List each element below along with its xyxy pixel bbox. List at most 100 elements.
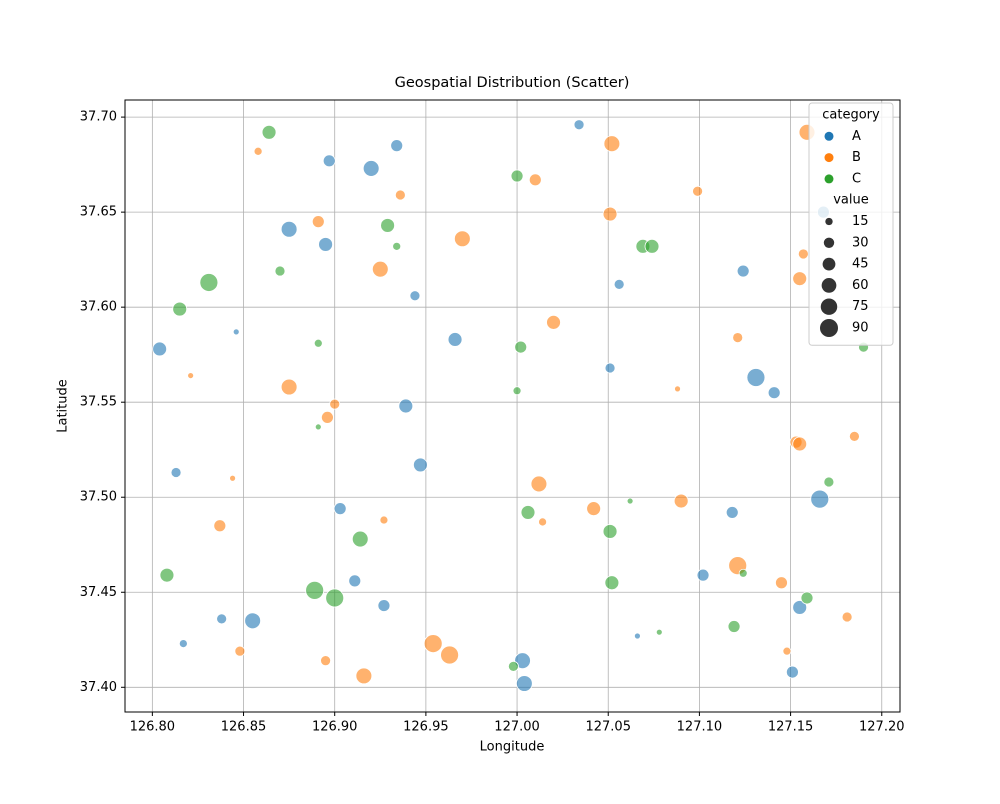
- point: [159, 567, 175, 583]
- legend-label: 30: [852, 235, 869, 250]
- point: [244, 612, 261, 630]
- legend-marker: [824, 131, 834, 141]
- axes-frame: [124, 99, 901, 713]
- point: [530, 475, 548, 493]
- point: [314, 423, 322, 431]
- point: [782, 646, 792, 656]
- point: [738, 568, 748, 578]
- point: [351, 530, 369, 548]
- point: [322, 154, 336, 168]
- point: [371, 260, 389, 278]
- legend-label: C: [852, 171, 861, 186]
- point: [746, 368, 766, 387]
- legend-size-marker: [825, 217, 833, 226]
- point: [613, 278, 625, 290]
- point: [398, 398, 414, 414]
- point: [626, 497, 634, 505]
- point: [213, 519, 227, 533]
- point: [692, 185, 704, 197]
- point: [440, 645, 460, 665]
- x-tick-label: 127.00: [494, 720, 540, 735]
- point: [187, 372, 195, 379]
- point: [510, 169, 524, 183]
- legend-label: 75: [852, 299, 869, 314]
- legend-title: value: [833, 193, 869, 208]
- point: [305, 580, 325, 600]
- point: [516, 675, 533, 692]
- point: [586, 501, 602, 517]
- point: [280, 220, 298, 238]
- point: [823, 476, 835, 488]
- point: [736, 264, 750, 278]
- x-tick-label: 127.20: [859, 720, 905, 735]
- x-tick-label: 127.15: [768, 720, 814, 735]
- point: [454, 230, 471, 248]
- y-tick-label: 37.70: [80, 110, 117, 125]
- point: [725, 506, 739, 519]
- point: [261, 124, 277, 140]
- point: [447, 332, 463, 347]
- point: [392, 241, 402, 251]
- legend-size-marker: [822, 257, 836, 271]
- x-tick-label: 126.90: [312, 720, 358, 735]
- point: [792, 436, 808, 452]
- point: [216, 613, 228, 625]
- point: [423, 634, 443, 653]
- point: [170, 467, 182, 478]
- y-tick-label: 37.40: [80, 680, 117, 695]
- x-tick-label: 127.05: [585, 720, 631, 735]
- legend-label: A: [852, 129, 861, 144]
- point: [172, 301, 188, 317]
- point: [727, 620, 741, 633]
- point: [390, 139, 404, 153]
- point: [603, 135, 621, 153]
- legend-marker: [824, 153, 834, 163]
- point: [538, 517, 548, 527]
- point: [234, 645, 246, 657]
- point: [604, 575, 620, 591]
- point: [379, 515, 389, 525]
- legend-label: 60: [852, 278, 869, 293]
- point: [329, 398, 341, 410]
- legend-label: B: [852, 150, 861, 165]
- x-tick-label: 127.10: [677, 720, 723, 735]
- point: [321, 410, 334, 424]
- point: [355, 667, 373, 685]
- point: [311, 215, 325, 229]
- point: [848, 430, 860, 442]
- legend-size-marker: [821, 278, 837, 293]
- point: [767, 386, 781, 400]
- legend-label: 90: [852, 321, 869, 336]
- point: [512, 386, 522, 396]
- point: [152, 341, 168, 357]
- legend-marker: [824, 174, 834, 184]
- y-tick-label: 37.55: [80, 395, 117, 410]
- point: [602, 206, 618, 222]
- y-tick-label: 37.50: [80, 490, 117, 505]
- point: [253, 146, 263, 156]
- point: [800, 591, 814, 605]
- y-tick-label: 37.60: [80, 300, 117, 315]
- point: [229, 474, 236, 482]
- point: [380, 218, 395, 233]
- point: [674, 385, 681, 393]
- point: [792, 271, 808, 287]
- point: [673, 493, 689, 509]
- point: [413, 457, 428, 473]
- legend-size-marker: [819, 318, 839, 338]
- point: [377, 599, 391, 612]
- point: [333, 502, 347, 516]
- legend-title: category: [822, 108, 880, 123]
- y-axis-label: Latitude: [56, 379, 71, 433]
- point: [604, 362, 616, 374]
- point: [409, 290, 421, 302]
- point: [573, 119, 585, 131]
- point: [655, 628, 663, 636]
- legend-size-marker: [823, 237, 835, 249]
- point: [394, 189, 406, 201]
- point: [732, 332, 744, 344]
- point: [792, 600, 808, 615]
- point: [362, 160, 380, 177]
- point: [178, 639, 188, 649]
